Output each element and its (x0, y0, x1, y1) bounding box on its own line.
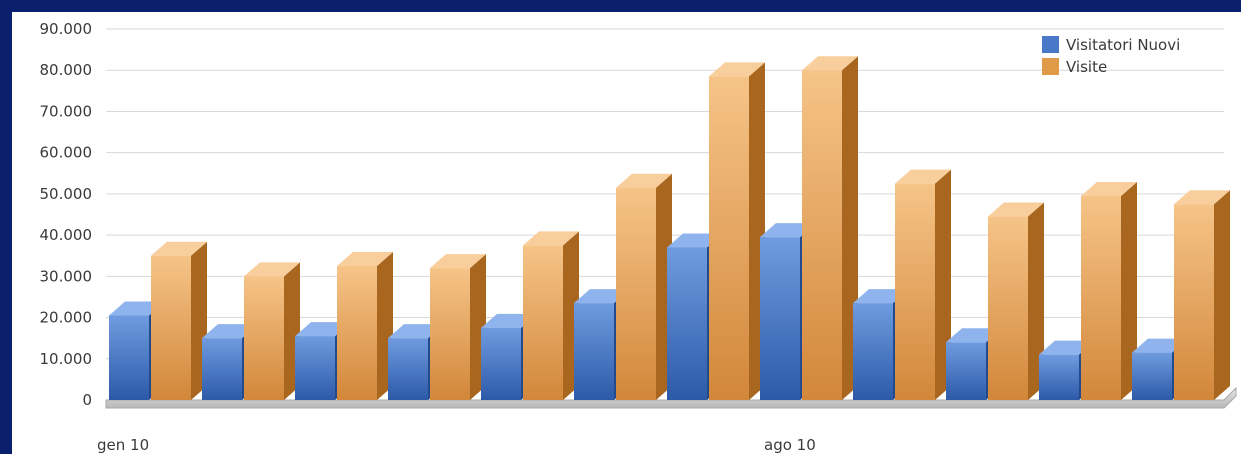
bar-visite (523, 231, 579, 400)
x-tick-label: ago 10 (764, 436, 816, 454)
bar-visite (151, 241, 207, 400)
bar-visite (709, 62, 765, 401)
y-tick-label: 50.000 (40, 185, 93, 203)
bars (109, 56, 1230, 401)
y-tick-label: 70.000 (40, 102, 93, 120)
chart-floor (105, 386, 1237, 409)
bar-visite (988, 202, 1044, 400)
bar-visite (430, 254, 486, 400)
x-axis-ticks: gen 10 ago 10 (97, 436, 816, 454)
legend-swatch (1042, 58, 1059, 75)
chart-frame: 0 10.000 20.000 30.000 40.000 50.000 60.000 70.… (12, 12, 1241, 454)
y-tick-label: 80.000 (40, 61, 93, 79)
y-tick-label: 20.000 (40, 309, 93, 327)
y-tick-label: 30.000 (40, 267, 93, 285)
bar-visite (1174, 190, 1230, 400)
y-tick-label: 0 (82, 391, 92, 409)
bar-visite (895, 169, 951, 400)
bar-chart: 0 10.000 20.000 30.000 40.000 50.000 60.000 70.… (40, 20, 1237, 454)
bar-visite (616, 173, 672, 400)
bar-visite (1081, 181, 1137, 400)
y-axis-ticks: 0 10.000 20.000 30.000 40.000 50.000 60.000 70.… (40, 20, 93, 409)
floor-slab (105, 386, 1237, 409)
bar-visite (244, 262, 300, 400)
bar-visite (802, 56, 858, 400)
legend: Visitatori Nuovi Visite (1042, 36, 1180, 76)
bar-visite (337, 252, 393, 400)
y-tick-label: 40.000 (40, 226, 93, 244)
legend-swatch (1042, 36, 1059, 53)
y-tick-label: 10.000 (40, 350, 93, 368)
legend-label: Visitatori Nuovi (1066, 36, 1180, 54)
x-tick-label: gen 10 (97, 436, 149, 454)
y-tick-label: 90.000 (40, 20, 93, 38)
y-tick-label: 60.000 (40, 144, 93, 162)
legend-label: Visite (1066, 58, 1107, 76)
